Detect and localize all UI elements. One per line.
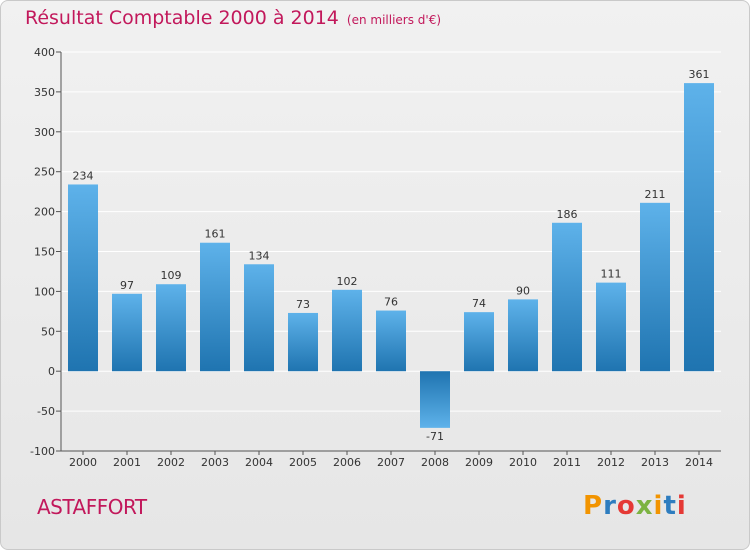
- x-tick-label: 2013: [641, 456, 669, 469]
- y-tick-label: 150: [34, 246, 55, 259]
- grid-lines: [61, 51, 721, 452]
- x-tick-label: 2002: [157, 456, 185, 469]
- data-label: 109: [161, 269, 182, 282]
- data-label: 361: [689, 68, 710, 81]
- y-tick-label: 0: [48, 365, 55, 378]
- logo-letter: x: [635, 491, 654, 521]
- data-label: 73: [296, 298, 310, 311]
- logo-letter: t: [663, 491, 677, 521]
- x-tick-label: 2011: [553, 456, 581, 469]
- data-label: 74: [472, 297, 486, 310]
- logo-letter: i: [653, 491, 664, 521]
- data-label: 111: [601, 268, 622, 281]
- x-tick-label: 2001: [113, 456, 141, 469]
- bar: [288, 312, 318, 372]
- y-tick-label: 100: [34, 285, 55, 298]
- data-label: 211: [645, 188, 666, 201]
- town-name: ASTAFFORT: [37, 495, 147, 519]
- y-tick-label: 350: [34, 86, 55, 99]
- chart-title: Résultat Comptable 2000 à 2014 (en millie…: [25, 7, 441, 29]
- bar: [332, 289, 362, 372]
- bar: [464, 312, 494, 372]
- x-tick-label: 2008: [421, 456, 449, 469]
- data-label: 186: [557, 208, 578, 221]
- title-unit: (en milliers d'€): [346, 13, 442, 27]
- x-tick-label: 2010: [509, 456, 537, 469]
- x-tick-label: 2014: [685, 456, 713, 469]
- bar: [420, 371, 450, 428]
- y-tick-label: 200: [34, 206, 55, 219]
- x-tick-label: 2003: [201, 456, 229, 469]
- bar: [508, 299, 538, 372]
- y-tick-label: 50: [41, 325, 55, 338]
- bar: [640, 202, 670, 372]
- data-labels: 234 97 109 161 134 73 102 76 -71 74 90 186 111 211 361: [73, 68, 710, 443]
- x-tick-label: 2009: [465, 456, 493, 469]
- bar: [156, 284, 186, 372]
- title-text: Résultat Comptable 2000 à 2014: [25, 7, 339, 29]
- y-tick-label: 250: [34, 166, 55, 179]
- bar: [684, 83, 714, 372]
- bar: [596, 282, 626, 372]
- logo-letter: i: [676, 491, 687, 521]
- bar: [376, 310, 406, 372]
- y-tick-label: 400: [34, 46, 55, 59]
- x-tick-label: 2012: [597, 456, 625, 469]
- x-tick-label: 2000: [69, 456, 97, 469]
- x-tick-label: 2004: [245, 456, 273, 469]
- data-label: -71: [426, 430, 444, 443]
- data-label: 134: [249, 249, 270, 262]
- data-label: 234: [73, 169, 94, 182]
- data-label: 90: [516, 284, 530, 297]
- data-label: 97: [120, 279, 134, 292]
- bar: [552, 222, 582, 372]
- bar: [244, 264, 274, 372]
- bar: [200, 242, 230, 372]
- x-tick-label: 2005: [289, 456, 317, 469]
- proxiti-logo: Proxiti: [583, 491, 687, 521]
- logo-letter: r: [603, 491, 617, 521]
- y-tick-label: -100: [30, 445, 55, 458]
- logo-letter: P: [583, 491, 604, 521]
- y-tick-label: -50: [37, 405, 55, 418]
- data-label: 161: [205, 228, 226, 241]
- y-tick-label: 300: [34, 126, 55, 139]
- x-tick-label: 2006: [333, 456, 361, 469]
- data-label: 102: [337, 275, 358, 288]
- bars: [68, 83, 714, 428]
- bar: [68, 184, 98, 372]
- x-tick-label: 2007: [377, 456, 405, 469]
- bar-chart: 234 97 109 161 134 73 102 76 -71 74 90 186 111 211 361…: [30, 46, 721, 469]
- logo-letter: o: [616, 491, 636, 521]
- data-label: 76: [384, 296, 398, 309]
- bar: [112, 293, 142, 372]
